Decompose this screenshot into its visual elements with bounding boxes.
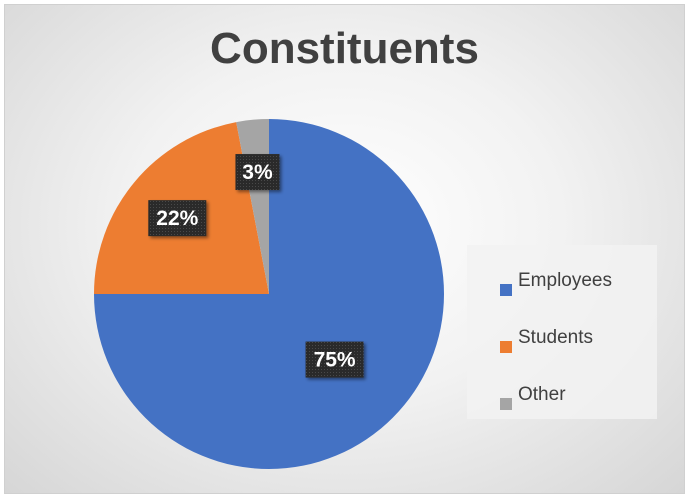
chart-title: Constituents	[210, 24, 479, 73]
legend-item-other: Other	[467, 375, 657, 432]
data-label-other: 3%	[235, 154, 280, 191]
data-label-text-employees: 75%	[314, 349, 356, 372]
data-label-employees: 75%	[305, 341, 364, 378]
legend-label-students: Students	[518, 326, 593, 348]
legend-swatch-other	[500, 397, 512, 410]
data-label-students: 22%	[148, 200, 207, 237]
legend-item-students: Students	[467, 318, 657, 375]
legend-item-employees: Employees	[467, 261, 657, 318]
data-label-text-students: 22%	[156, 207, 198, 230]
data-label-box-other	[235, 154, 280, 191]
legend-label-employees: Employees	[518, 269, 612, 291]
data-label-box-employees	[305, 341, 364, 378]
data-label-box-students	[148, 200, 207, 237]
legend-swatch-students	[500, 340, 512, 353]
legend-label-other: Other	[518, 383, 566, 405]
chart-legend: Employees Students Other	[467, 245, 657, 419]
data-label-text-other: 3%	[242, 161, 273, 184]
legend-swatch-employees	[500, 283, 512, 296]
